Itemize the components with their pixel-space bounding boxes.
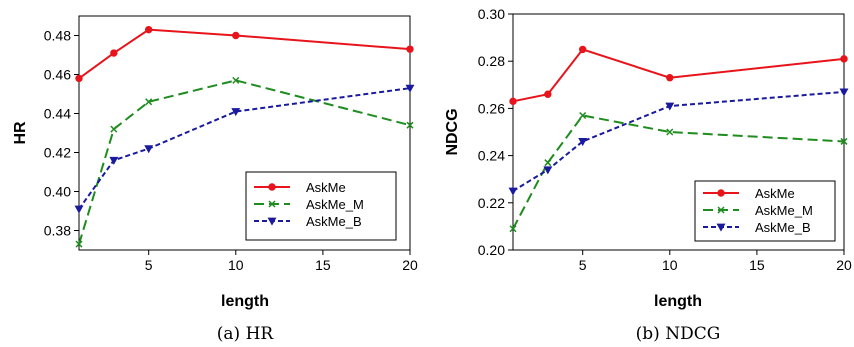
legend-label-askme: AskMe bbox=[306, 180, 346, 195]
legend-label-askme: AskMe bbox=[755, 186, 795, 201]
data-point-askme-m bbox=[840, 137, 848, 145]
series-line-askme-m-ndcg bbox=[512, 114, 845, 230]
x-ticks-hr: 5 10 15 20 bbox=[145, 250, 418, 273]
series-hr bbox=[74, 25, 415, 248]
legend-marker-askme-m bbox=[268, 200, 276, 208]
y-axis-title-ndcg: NDCG bbox=[444, 108, 461, 155]
chart-hr: 0.38 0.40 0.42 0.44 0.46 0.48 5 10 15 20 HR leng… bbox=[12, 15, 418, 344]
data-point-askme-b bbox=[144, 145, 154, 154]
x-tick-label: 5 bbox=[145, 257, 153, 273]
y-tick-label: 0.28 bbox=[478, 53, 505, 69]
data-point-askme-m bbox=[145, 98, 153, 106]
data-point-askme-b bbox=[839, 88, 849, 97]
y-tick-label: 0.46 bbox=[44, 67, 71, 83]
x-tick-label: 15 bbox=[749, 257, 765, 273]
caption-hr: (a) HR bbox=[217, 324, 275, 344]
data-point-askme-m bbox=[579, 111, 587, 120]
y-tick-label: 0.22 bbox=[478, 195, 505, 211]
legend-hr: AskMe AskMe_M AskMe_B bbox=[245, 171, 397, 241]
data-point-askme bbox=[840, 55, 848, 63]
y-tick-label: 0.24 bbox=[478, 148, 505, 164]
data-point-askme-b bbox=[109, 156, 119, 165]
data-point-askme-b bbox=[74, 205, 84, 214]
y-tick-label: 0.48 bbox=[44, 28, 71, 44]
data-point-askme-b bbox=[578, 138, 588, 147]
y-tick-label: 0.20 bbox=[478, 242, 505, 258]
data-point-askme-b bbox=[231, 108, 241, 117]
data-point-askme bbox=[406, 45, 414, 53]
data-point-askme-m bbox=[544, 159, 552, 167]
legend-label-askme-b: AskMe_B bbox=[755, 220, 811, 235]
data-point-askme-m bbox=[509, 225, 517, 233]
y-tick-label: 0.30 bbox=[478, 6, 505, 22]
x-tick-label: 20 bbox=[402, 257, 418, 273]
data-point-askme bbox=[110, 49, 118, 57]
x-tick-label: 15 bbox=[315, 257, 331, 273]
data-point-askme-m bbox=[75, 240, 83, 248]
x-tick-label: 10 bbox=[662, 257, 678, 273]
x-axis-title-hr: length bbox=[221, 293, 269, 310]
x-axis-title-ndcg: length bbox=[654, 293, 702, 310]
legend-marker-askme-b bbox=[267, 217, 277, 226]
x-ticks-ndcg: 5 10 15 20 bbox=[579, 250, 852, 273]
legend-ndcg: AskMe AskMe_M AskMe_B bbox=[694, 180, 836, 242]
y-tick-label: 0.42 bbox=[44, 145, 71, 161]
y-tick-label: 0.26 bbox=[478, 100, 505, 116]
legend-marker-askme bbox=[268, 183, 276, 191]
data-point-askme bbox=[666, 74, 674, 82]
legend-label-askme-b: AskMe_B bbox=[306, 214, 362, 229]
data-point-askme-m bbox=[666, 128, 674, 136]
x-tick-label: 5 bbox=[579, 257, 587, 273]
legend-marker-askme bbox=[717, 189, 725, 197]
data-point-askme-m bbox=[232, 76, 240, 84]
legend-label-askme-m: AskMe_M bbox=[306, 197, 364, 212]
y-tick-label: 0.40 bbox=[44, 184, 71, 200]
y-ticks-ndcg: 0.20 0.22 0.24 0.26 0.28 0.30 bbox=[478, 6, 513, 258]
caption-ndcg: (b) NDCG bbox=[636, 324, 721, 344]
chart-ndcg: 0.20 0.22 0.24 0.26 0.28 0.30 5 10 15 20 NDCG le… bbox=[444, 6, 852, 344]
data-point-askme-m bbox=[406, 121, 414, 129]
data-point-askme bbox=[509, 97, 517, 106]
series-ndcg bbox=[508, 45, 849, 233]
data-point-askme bbox=[578, 45, 587, 54]
data-point-askme-b bbox=[405, 84, 415, 93]
data-point-askme-m bbox=[110, 125, 118, 133]
series-line-askme-m-hr bbox=[78, 79, 411, 245]
y-ticks-hr: 0.38 0.40 0.42 0.44 0.46 0.48 bbox=[44, 28, 79, 239]
data-point-askme bbox=[232, 31, 240, 40]
data-point-askme-b bbox=[665, 102, 675, 111]
data-point-askme bbox=[75, 74, 83, 83]
x-tick-label: 20 bbox=[836, 257, 852, 273]
y-tick-label: 0.44 bbox=[44, 106, 71, 122]
data-point-askme bbox=[144, 25, 153, 34]
data-point-askme bbox=[544, 90, 552, 98]
x-tick-label: 10 bbox=[228, 257, 244, 273]
y-tick-label: 0.38 bbox=[44, 223, 71, 239]
y-axis-title-hr: HR bbox=[12, 121, 29, 145]
data-point-askme-b bbox=[508, 187, 518, 196]
legend-marker-askme-b bbox=[716, 223, 726, 232]
legend-label-askme-m: AskMe_M bbox=[755, 203, 813, 218]
data-point-askme-b bbox=[543, 166, 553, 175]
legend-marker-askme-m bbox=[717, 206, 725, 214]
series-line-askme-b-ndcg bbox=[512, 90, 845, 192]
